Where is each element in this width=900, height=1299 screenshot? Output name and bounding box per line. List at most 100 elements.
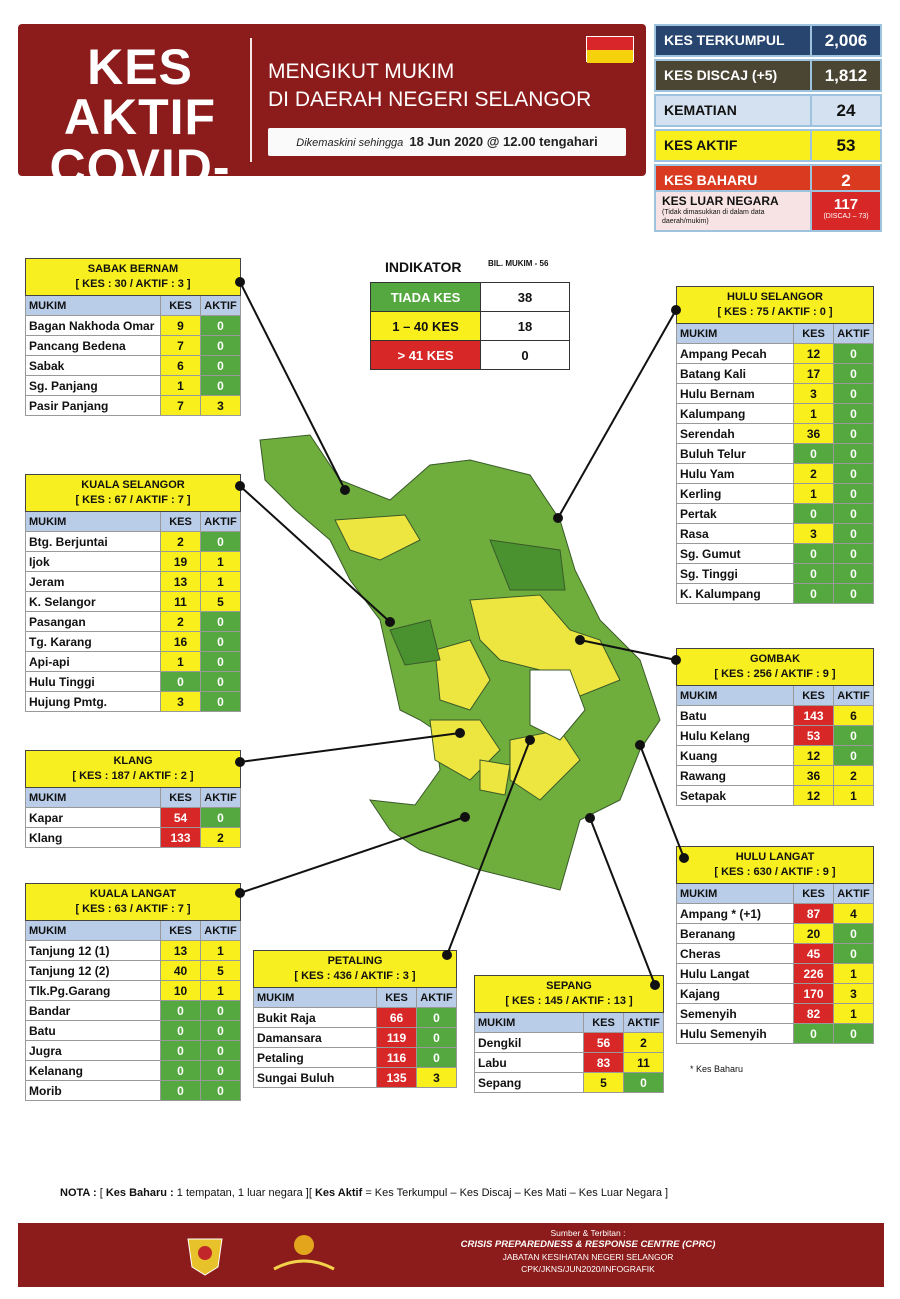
table-row: Hulu Langat 226 1 xyxy=(676,963,874,984)
mukim-name: Hulu Langat xyxy=(676,963,794,984)
kes-value: 9 xyxy=(160,315,201,336)
district-header: GOMBAK [ KES : 256 / AKTIF : 9 ] xyxy=(676,648,874,686)
kes-value: 0 xyxy=(793,1023,834,1044)
indicator-table: TIADA KES 38 1 – 40 KES 18 > 41 KES 0 xyxy=(370,282,570,370)
aktif-value: 0 xyxy=(833,923,874,944)
aktif-value: 0 xyxy=(833,403,874,424)
aktif-value: 2 xyxy=(200,827,241,848)
kes-value: 0 xyxy=(160,1020,201,1041)
mukim-name: Kapar xyxy=(25,807,161,828)
stat-row: KEMATIAN 24 xyxy=(654,94,882,127)
mukim-name: Semenyih xyxy=(676,1003,794,1024)
kes-value: 1 xyxy=(793,483,834,504)
mukim-name: Hulu Kelang xyxy=(676,725,794,746)
col-mukim: MUKIM xyxy=(676,685,794,706)
indicator-row: 1 – 40 KES 18 xyxy=(370,311,570,341)
kes-value: 0 xyxy=(793,543,834,564)
col-mukim: MUKIM xyxy=(676,883,794,904)
kes-value: 133 xyxy=(160,827,201,848)
col-kes: KES xyxy=(583,1012,624,1033)
table-row: Btg. Berjuntai 2 0 xyxy=(25,531,241,552)
mukim-name: Sepang xyxy=(474,1072,584,1093)
aktif-value: 0 xyxy=(833,1023,874,1044)
mukim-name: Pasir Panjang xyxy=(25,395,161,416)
aktif-value: 0 xyxy=(833,745,874,766)
column-header-row: MUKIM KES AKTIF xyxy=(25,787,241,808)
aktif-value: 0 xyxy=(200,1020,241,1041)
kes-value: 13 xyxy=(160,940,201,961)
table-row: Klang 133 2 xyxy=(25,827,241,848)
table-row: Kerling 1 0 xyxy=(676,483,874,504)
kes-value: 54 xyxy=(160,807,201,828)
col-aktif: AKTIF xyxy=(833,883,874,904)
district-summary: [ KES : 187 / AKTIF : 2 ] xyxy=(72,770,194,782)
district-header-cell: KUALA LANGAT [ KES : 63 / AKTIF : 7 ] xyxy=(25,883,241,921)
col-aktif: AKTIF xyxy=(833,685,874,706)
district-table-petaling: PETALING [ KES : 436 / AKTIF : 3 ] MUKIM KE… xyxy=(253,950,457,1088)
update-value: 18 Jun 2020 @ 12.00 tengahari xyxy=(409,134,598,149)
district-name: HULU SELANGOR xyxy=(727,291,823,303)
indicator-label: 1 – 40 KES xyxy=(370,311,481,341)
col-mukim: MUKIM xyxy=(253,987,377,1008)
table-row: Kapar 54 0 xyxy=(25,807,241,828)
district-name: PETALING xyxy=(327,955,383,967)
kes-value: 3 xyxy=(160,691,201,712)
mukim-name: Sungai Buluh xyxy=(253,1067,377,1088)
col-aktif: AKTIF xyxy=(623,1012,664,1033)
district-name: HULU LANGAT xyxy=(735,851,815,863)
table-row: Sg. Panjang 1 0 xyxy=(25,375,241,396)
column-header-row: MUKIM KES AKTIF xyxy=(676,883,874,904)
table-row: Bandar 0 0 xyxy=(25,1000,241,1021)
kes-value: 20 xyxy=(793,923,834,944)
column-header-row: MUKIM KES AKTIF xyxy=(474,1012,664,1033)
kes-value: 12 xyxy=(793,343,834,364)
aktif-value: 0 xyxy=(200,807,241,828)
table-row: Dengkil 56 2 xyxy=(474,1032,664,1053)
kes-value: 0 xyxy=(160,671,201,692)
kes-value: 3 xyxy=(793,523,834,544)
mukim-name: Hujung Pmtg. xyxy=(25,691,161,712)
indicator-label: > 41 KES xyxy=(370,340,481,370)
mukim-name: Tanjung 12 (2) xyxy=(25,960,161,981)
kes-value: 170 xyxy=(793,983,834,1004)
table-row: Pancang Bedena 7 0 xyxy=(25,335,241,356)
col-mukim: MUKIM xyxy=(25,787,161,808)
mukim-name: Klang xyxy=(25,827,161,848)
aktif-value: 0 xyxy=(416,1047,457,1068)
table-row: Rawang 36 2 xyxy=(676,765,874,786)
table-row: Morib 0 0 xyxy=(25,1080,241,1101)
mukim-name: Sg. Tinggi xyxy=(676,563,794,584)
aktif-value: 0 xyxy=(200,671,241,692)
table-row: Damansara 119 0 xyxy=(253,1027,457,1048)
aktif-value: 0 xyxy=(833,483,874,504)
aktif-value: 0 xyxy=(200,631,241,652)
district-table-sepang: SEPANG [ KES : 145 / AKTIF : 13 ] MUKIM KES… xyxy=(474,975,664,1093)
mukim-name: Pertak xyxy=(676,503,794,524)
table-row: Serendah 36 0 xyxy=(676,423,874,444)
mukim-name: Ampang * (+1) xyxy=(676,903,794,924)
table-row: Beranang 20 0 xyxy=(676,923,874,944)
table-row: Cheras 45 0 xyxy=(676,943,874,964)
col-kes: KES xyxy=(376,987,417,1008)
mukim-name: Morib xyxy=(25,1080,161,1101)
table-row: Jugra 0 0 xyxy=(25,1040,241,1061)
district-name: KLANG xyxy=(113,755,153,767)
aktif-value: 0 xyxy=(200,315,241,336)
mukim-name: Batu xyxy=(25,1020,161,1041)
kes-value: 0 xyxy=(160,1080,201,1101)
mukim-name: Batu xyxy=(676,705,794,726)
aktif-value: 3 xyxy=(833,983,874,1004)
col-aktif: AKTIF xyxy=(200,511,241,532)
selangor-flag-icon xyxy=(586,36,634,63)
aktif-value: 1 xyxy=(833,1003,874,1024)
district-header-cell: KLANG [ KES : 187 / AKTIF : 2 ] xyxy=(25,750,241,788)
table-row: Pasir Panjang 7 3 xyxy=(25,395,241,416)
column-header-row: MUKIM KES AKTIF xyxy=(25,511,241,532)
kes-value: 45 xyxy=(793,943,834,964)
district-header: SEPANG [ KES : 145 / AKTIF : 13 ] xyxy=(474,975,664,1013)
col-aktif: AKTIF xyxy=(200,920,241,941)
aktif-value: 5 xyxy=(200,591,241,612)
kes-value: 2 xyxy=(793,463,834,484)
district-summary: [ KES : 75 / AKTIF : 0 ] xyxy=(717,306,833,318)
aktif-value: 1 xyxy=(200,980,241,1001)
